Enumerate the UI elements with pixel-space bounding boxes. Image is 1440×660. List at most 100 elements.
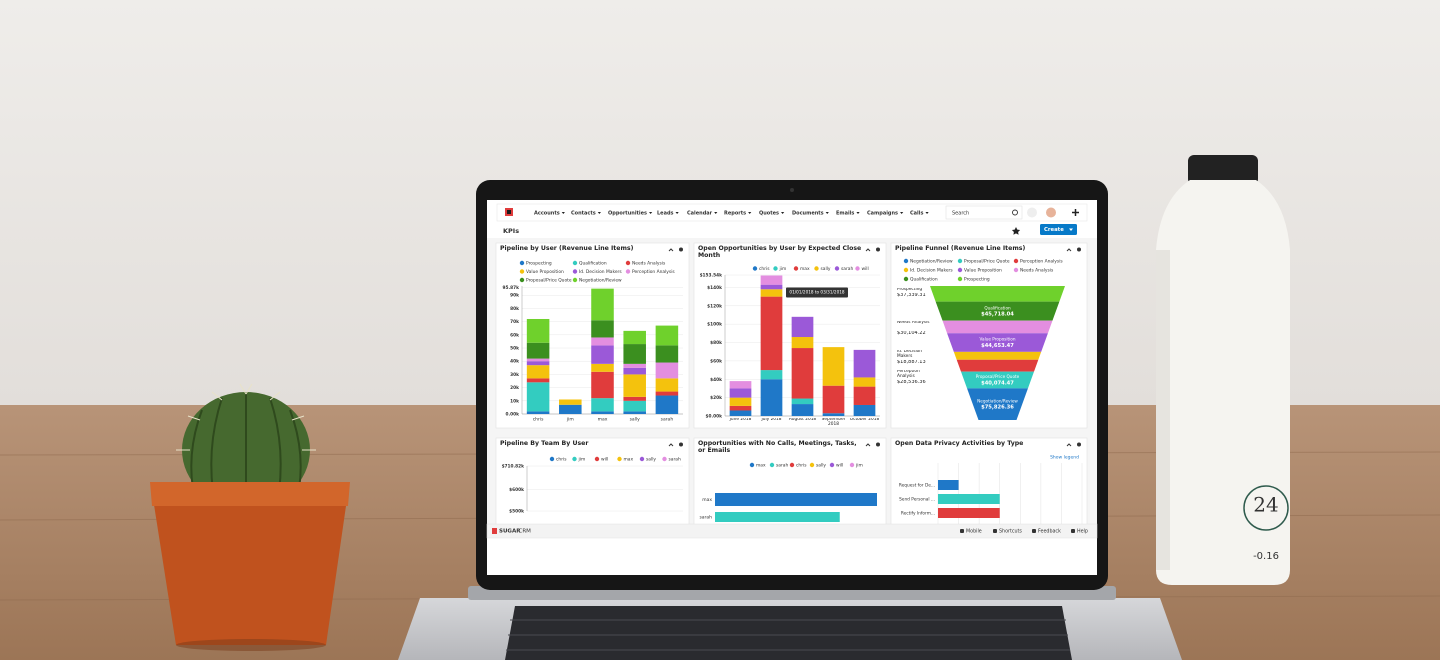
legend-swatch — [1013, 258, 1019, 264]
legend-swatch — [617, 456, 622, 462]
bar-segment — [526, 365, 550, 379]
bar-segment — [591, 411, 614, 414]
legend-swatch — [903, 267, 909, 273]
dashlet-title: Opportunities with No Calls, Meetings, T… — [698, 440, 857, 455]
dashlet-title-box: Pipeline by User (Revenue Line Items) — [500, 245, 633, 252]
create-button[interactable] — [1040, 224, 1077, 235]
nav-caret — [561, 212, 565, 214]
legend-label: max — [800, 267, 810, 272]
funnel-value-label-box: $30,104.22 — [897, 331, 926, 336]
legend-label: Prospecting — [964, 277, 990, 283]
funnel-value-label: $44,653.47 — [981, 343, 1014, 349]
settings-icon[interactable] — [1077, 442, 1081, 447]
bar-segment — [526, 382, 550, 412]
x-tick-label: October 2018 — [849, 418, 880, 422]
nav-item[interactable]: Calls — [910, 211, 923, 217]
x-tick-label-box: October 2018 — [849, 418, 880, 422]
footer-link[interactable]: Shortcuts — [999, 529, 1022, 535]
funnel-stage-label-box: Id. Decision Makers — [897, 349, 923, 359]
legend-label: Needs Analysis — [1020, 268, 1054, 274]
nav-item[interactable]: Leads — [657, 211, 674, 217]
bar-segment — [729, 381, 752, 389]
legend-swatch — [849, 462, 855, 468]
settings-icon[interactable] — [679, 247, 683, 252]
dashlet-title-box: Opportunities with No Calls, Meetings, T… — [698, 440, 857, 455]
y-tick-label: max — [702, 498, 712, 503]
nav-item[interactable]: Documents — [792, 211, 824, 217]
footer-icon — [993, 529, 997, 533]
bar — [715, 512, 840, 522]
legend-swatch — [834, 266, 840, 271]
footer-link[interactable]: Mobile — [966, 529, 982, 535]
funnel-value-label: $18,887.13 — [897, 359, 926, 365]
nav-item[interactable]: Reports — [724, 211, 746, 217]
nav-item[interactable]: Quotes — [759, 211, 779, 217]
search-input[interactable]: Search — [952, 211, 969, 217]
bar — [715, 493, 877, 506]
x-tick-label: chris — [533, 417, 544, 423]
footer-link[interactable]: Help — [1077, 529, 1088, 535]
show-legend-link[interactable]: Show legend — [1050, 455, 1079, 461]
legend-swatch — [789, 462, 795, 468]
bar-segment — [655, 345, 679, 363]
nav-item[interactable]: Campaigns — [867, 211, 898, 217]
dashlet — [890, 437, 1088, 539]
legend-label: sarah — [776, 463, 788, 469]
legend-swatch — [519, 260, 525, 266]
y-tick-label: $153.54k — [700, 273, 723, 279]
legend-label: chris — [556, 457, 567, 463]
funnel-value-label: $40,074.47 — [981, 380, 1014, 386]
collapse-icon[interactable] — [1066, 443, 1072, 447]
nav-item[interactable]: Calendar — [687, 211, 713, 217]
legend-swatch — [639, 456, 645, 462]
bar-segment — [791, 398, 814, 405]
funnel-segment — [947, 333, 1048, 352]
bar-segment — [591, 363, 614, 372]
settings-icon[interactable] — [679, 442, 683, 447]
collapse-icon[interactable] — [668, 443, 674, 447]
bar-segment — [729, 405, 752, 411]
collapse-icon[interactable] — [668, 248, 674, 252]
bar-segment — [526, 411, 550, 414]
settings-icon[interactable] — [1077, 247, 1081, 252]
favorite-star[interactable] — [1011, 227, 1021, 235]
legend-label: Prospecting — [526, 261, 552, 267]
bar-segment — [623, 367, 646, 375]
legend-swatch — [519, 269, 525, 274]
create-label[interactable]: Create — [1044, 227, 1064, 233]
bar-segment — [791, 316, 814, 338]
legend-swatch — [814, 266, 819, 271]
x-tick-label-box: June 2018 — [730, 418, 752, 422]
legend-label: Proposal/Price Quote — [964, 259, 1010, 265]
nav-item[interactable]: Contacts — [571, 211, 596, 217]
funnel-value-label: $45,718.04 — [981, 311, 1014, 317]
legend-swatch — [662, 456, 667, 462]
bar-segment — [655, 378, 679, 392]
nav-item[interactable]: Opportunities — [608, 211, 647, 217]
bar-segment — [526, 361, 550, 366]
nav-caret — [856, 212, 860, 214]
funnel-segment — [960, 371, 1035, 389]
nav-item[interactable]: Emails — [836, 211, 854, 217]
y-tick-label: $20k — [710, 395, 722, 401]
legend-label: Perception Analysis — [1020, 259, 1063, 265]
bar-segment — [526, 318, 550, 343]
footer-link[interactable]: Feedback — [1038, 529, 1061, 535]
collapse-icon[interactable] — [1066, 248, 1072, 252]
funnel-stage-label: Id. Decision Makers — [897, 349, 923, 359]
legend-label: Value Proposition — [964, 268, 1002, 274]
bar-segment — [853, 377, 876, 387]
settings-icon[interactable] — [876, 442, 880, 447]
funnel-stage-label: Qualification — [984, 305, 1011, 310]
legend-swatch — [549, 456, 555, 462]
collapse-icon[interactable] — [865, 443, 871, 447]
dashlet-title: Open Opportunities by User by Expected C… — [698, 245, 862, 260]
settings-icon[interactable] — [876, 247, 880, 252]
collapse-icon[interactable] — [865, 248, 871, 252]
y-tick-label: 80k — [510, 306, 519, 312]
x-tick-label-box: September 2018 — [822, 418, 846, 426]
y-tick-label: 30k — [510, 372, 519, 378]
bar-segment — [853, 404, 876, 416]
bar-segment — [591, 320, 614, 338]
nav-item[interactable]: Accounts — [534, 211, 560, 217]
